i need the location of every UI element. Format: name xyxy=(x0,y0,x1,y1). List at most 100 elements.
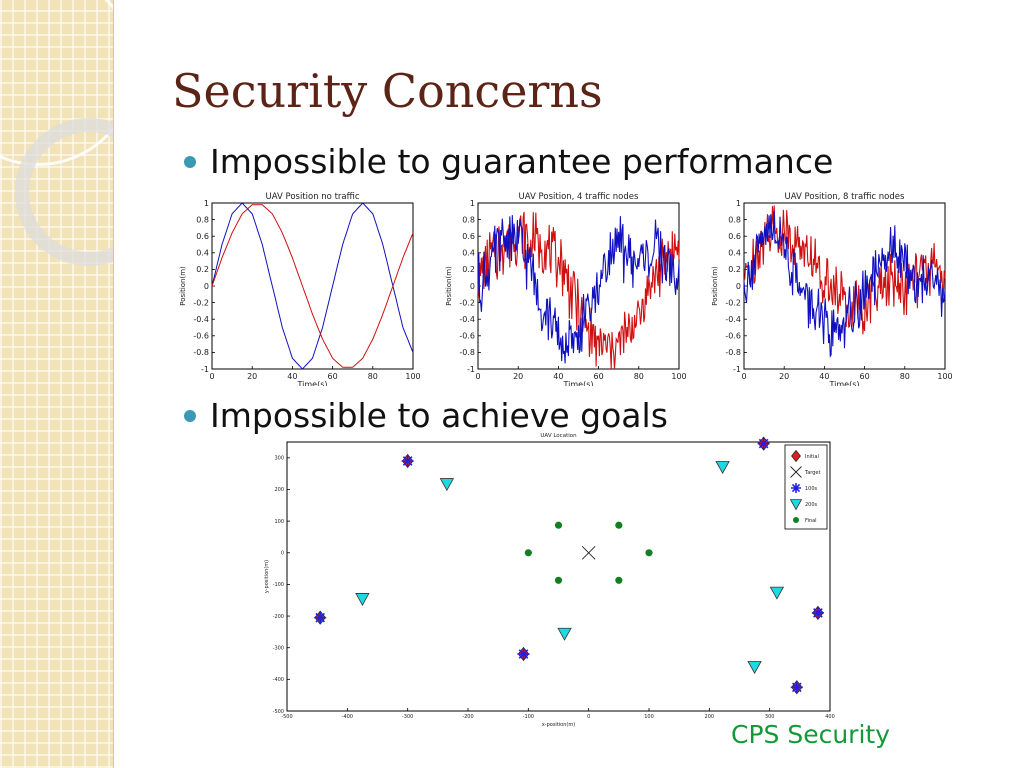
y-tick-label: -500 xyxy=(273,709,284,715)
y-tick-label: 0.2 xyxy=(196,265,209,274)
line-chart-4-nodes: UAV Position, 4 traffic nodes Time(s) Posi… xyxy=(445,192,687,386)
bullet-dot-icon xyxy=(184,156,196,168)
plot-area xyxy=(286,441,831,712)
scatter-point xyxy=(769,586,785,600)
y-tick-label: -300 xyxy=(273,645,284,651)
y-tick-label: 300 xyxy=(274,456,284,462)
y-tick-label: -0.6 xyxy=(725,332,741,341)
series-line xyxy=(743,211,946,359)
x-axis-label: Time(s) xyxy=(297,380,328,386)
plot-area xyxy=(211,202,414,370)
y-tick-label: -0.2 xyxy=(459,298,475,307)
x-tick-label: 60 xyxy=(860,372,870,381)
scatter-point xyxy=(757,437,770,450)
bullet-item: Impossible to achieve goals xyxy=(184,396,668,435)
chart-title: UAV Position, 4 traffic nodes xyxy=(519,192,639,202)
y-tick-label: 0.4 xyxy=(462,249,475,258)
y-tick-label: 1 xyxy=(470,199,475,208)
x-tick-label: 40 xyxy=(287,372,297,381)
scatter-point xyxy=(439,478,455,492)
legend-label: 100s xyxy=(805,486,818,492)
x-tick-label: -300 xyxy=(402,714,413,720)
scatter-point xyxy=(645,549,653,557)
legend-marker xyxy=(791,449,801,463)
series-line xyxy=(743,205,946,335)
y-tick-label: 1 xyxy=(736,199,741,208)
x-tick-label: 0 xyxy=(587,714,590,720)
legend-marker xyxy=(791,483,801,493)
y-tick-label: -1 xyxy=(467,365,475,374)
y-tick-label: 0.4 xyxy=(728,249,741,258)
line-chart-8-nodes: UAV Position, 8 traffic nodes Time(s) Posi… xyxy=(711,192,953,386)
x-tick-label: -100 xyxy=(523,714,534,720)
y-tick-label: 0.6 xyxy=(462,232,475,241)
legend-label: Final xyxy=(805,518,817,524)
x-axis-label: Time(s) xyxy=(563,380,594,386)
x-tick-label: 40 xyxy=(819,372,829,381)
x-tick-label: 80 xyxy=(900,372,910,381)
y-axis-label: Position(m) xyxy=(445,266,453,306)
bullet-text: Impossible to achieve goals xyxy=(210,396,668,435)
x-tick-label: 0 xyxy=(741,372,746,381)
x-tick-label: 300 xyxy=(765,714,775,720)
legend-label: Initial xyxy=(805,454,819,460)
x-tick-label: -200 xyxy=(462,714,473,720)
bullet-item: Impossible to guarantee performance xyxy=(184,142,834,181)
legend-label: 200s xyxy=(805,502,818,508)
x-tick-label: 20 xyxy=(513,372,523,381)
y-tick-label: 1 xyxy=(204,199,209,208)
scatter-point xyxy=(554,576,563,584)
y-tick-label: 0.2 xyxy=(728,265,741,274)
scatter-point xyxy=(517,648,530,661)
y-tick-label: 0 xyxy=(470,282,475,291)
y-tick-label: -1 xyxy=(201,365,209,374)
scatter-point xyxy=(314,611,327,624)
legend-marker xyxy=(792,516,800,524)
chart-title: UAV Location xyxy=(540,433,577,439)
legend-marker xyxy=(790,466,802,478)
y-tick-label: -0.8 xyxy=(725,348,741,357)
legend-label: Target xyxy=(804,470,821,476)
y-tick-label: 0.6 xyxy=(728,232,741,241)
scatter-point xyxy=(355,593,370,606)
x-tick-label: 60 xyxy=(328,372,338,381)
y-tick-label: -0.4 xyxy=(459,315,475,324)
y-tick-label: 0 xyxy=(736,282,741,291)
y-axis-label: y-position(m) xyxy=(264,560,270,593)
y-tick-label: -0.6 xyxy=(459,332,475,341)
y-tick-label: -0.2 xyxy=(725,298,741,307)
bullet-dot-icon xyxy=(184,410,196,422)
legend-box xyxy=(784,444,828,530)
y-tick-label: 0 xyxy=(281,551,284,557)
scatter-point xyxy=(524,549,532,557)
scatter-point xyxy=(790,681,803,694)
slide-title: Security Concerns xyxy=(172,64,603,118)
line-chart-no-traffic: UAV Position no traffic Time(s) Position(m… xyxy=(179,192,420,386)
y-tick-label: 100 xyxy=(274,519,284,525)
y-tick-label: -100 xyxy=(273,582,284,588)
x-tick-label: 0 xyxy=(475,372,480,381)
scatter-point xyxy=(401,454,414,467)
x-tick-label: 80 xyxy=(634,372,644,381)
scatter-point xyxy=(811,606,824,619)
y-tick-label: -0.8 xyxy=(459,348,475,357)
chart-title: UAV Position no traffic xyxy=(265,192,359,202)
bullet-text: Impossible to guarantee performance xyxy=(210,142,834,181)
legend-marker xyxy=(789,499,803,511)
scatter-point xyxy=(747,661,762,675)
y-tick-label: 0.8 xyxy=(196,215,209,224)
y-tick-label: 0.8 xyxy=(462,215,475,224)
y-tick-label: 0.6 xyxy=(196,232,209,241)
y-tick-label: 0.2 xyxy=(462,265,475,274)
y-tick-label: -0.8 xyxy=(193,348,209,357)
y-tick-label: -200 xyxy=(273,614,284,620)
scatter-point xyxy=(615,576,623,584)
x-tick-label: 100 xyxy=(405,372,420,381)
decorative-sidebar xyxy=(0,0,114,768)
x-axis-label: x-position(m) xyxy=(542,722,575,728)
y-tick-label: -1 xyxy=(733,365,741,374)
x-tick-label: 80 xyxy=(368,372,378,381)
x-tick-label: 400 xyxy=(825,714,835,720)
x-tick-label: 20 xyxy=(779,372,789,381)
x-tick-label: -400 xyxy=(342,714,353,720)
